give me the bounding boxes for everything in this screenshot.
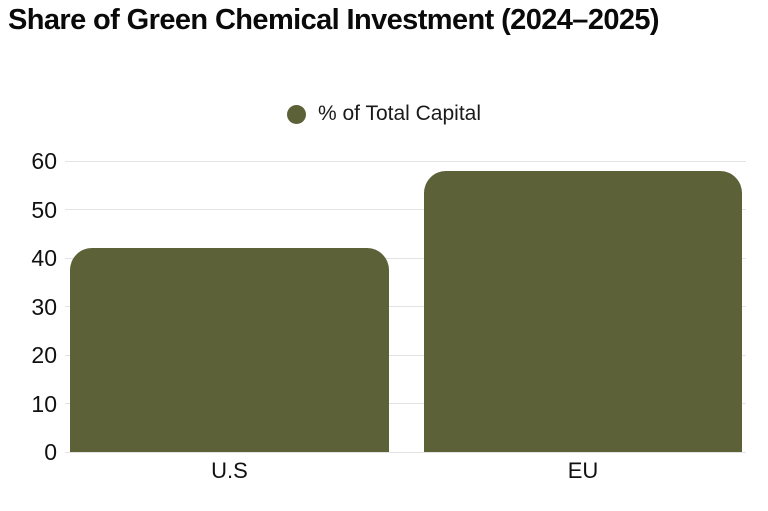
legend-label: % of Total Capital — [317, 102, 482, 125]
gridline-y40 — [65, 257, 746, 259]
x-axis-label-eu: EU — [567, 458, 599, 483]
gridline-y0 — [65, 451, 746, 453]
bar-eu — [424, 170, 742, 452]
y-axis-tick-20: 20 — [31, 342, 57, 368]
chart-title: Share of Green Chemical Investment (2024… — [8, 4, 660, 36]
gridline-y60 — [65, 160, 746, 162]
legend-marker-icon — [286, 104, 306, 124]
y-axis-tick-40: 40 — [31, 245, 57, 271]
y-axis-tick-50: 50 — [31, 196, 57, 223]
x-axis-label-us: U.S — [211, 458, 248, 483]
gridline-y30 — [65, 306, 746, 307]
gridline-y10 — [65, 403, 746, 404]
y-axis-tick-0: 0 — [44, 439, 57, 465]
gridline-y20 — [65, 354, 746, 356]
legend: % of Total Capital — [0, 102, 768, 126]
y-axis-tick-10: 10 — [31, 390, 57, 417]
bar-us — [70, 248, 389, 452]
y-axis-tick-60: 60 — [31, 148, 57, 174]
gridline-y50 — [65, 209, 746, 210]
y-axis-tick-30: 30 — [31, 293, 57, 320]
